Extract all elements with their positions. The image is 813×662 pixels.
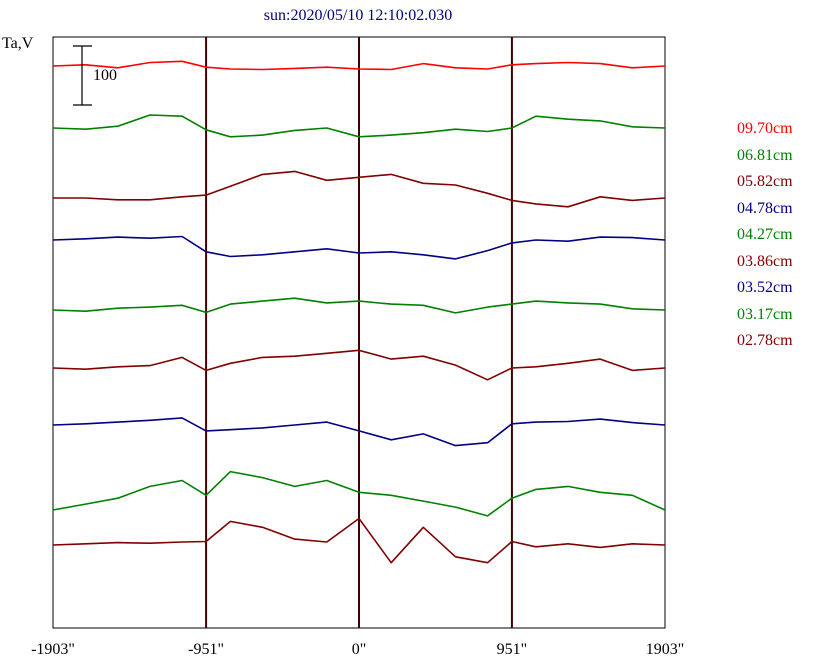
legend-item: 03.17cm xyxy=(737,305,793,323)
x-tick-label: 951" xyxy=(497,641,528,658)
x-tick-label: -1903" xyxy=(31,641,75,658)
legend-item: 04.27cm xyxy=(737,226,793,243)
series-line-05.82cm xyxy=(53,170,666,208)
chart-title: sun:2020/05/10 12:10:02.030 xyxy=(264,7,452,24)
x-tick-label: 0" xyxy=(352,641,367,658)
series-line-02.78cm xyxy=(52,517,666,564)
series-line-06.81cm xyxy=(52,114,666,138)
x-tick-label: -951" xyxy=(188,641,224,658)
legend-item: 05.82cm xyxy=(737,173,793,190)
series-line-03.86cm xyxy=(52,349,666,381)
series-line-09.70cm xyxy=(52,60,666,71)
legend-item: 09.70cm xyxy=(737,120,793,137)
x-tick-label: 1903" xyxy=(646,641,685,658)
legend-item: 03.86cm xyxy=(737,252,793,270)
scale-bar-label: 100 xyxy=(93,67,117,84)
series-line-03.52cm xyxy=(52,417,666,447)
series-line-04.78cm xyxy=(52,235,666,260)
legend-item: 02.78cm xyxy=(737,332,793,349)
legend-item: 03.52cm xyxy=(737,279,793,296)
series-line-03.17cm xyxy=(52,470,666,517)
legend-item: 06.81cm xyxy=(737,146,793,164)
y-axis-label: Ta,V xyxy=(2,35,34,52)
series-line-04.27cm xyxy=(52,297,666,314)
legend-item: 04.78cm xyxy=(737,199,793,217)
